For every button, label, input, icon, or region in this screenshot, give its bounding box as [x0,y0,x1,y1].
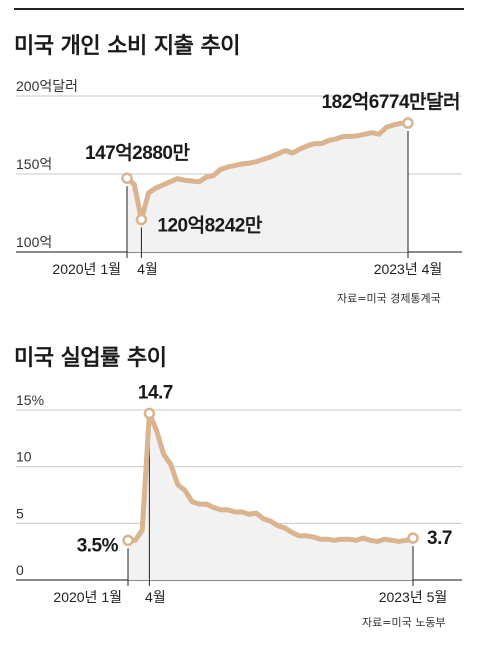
data-point-marker [122,534,134,547]
data-label: 147억2880만 [85,142,190,164]
series-line [124,120,411,223]
x-tick-label: 4월 [145,589,166,605]
x-tick-label: 2023년 4월 [374,261,443,277]
data-label: 3.5% [77,535,119,556]
x-tick-label: 2023년 5월 [379,589,448,605]
unemployment-chart-title: 미국 실업률 추이 [14,346,167,371]
x-tick-label: 4월 [137,261,158,277]
data-label: 14.7 [138,382,173,403]
x-tick-label: 2020년 1월 [53,589,122,605]
data-point-marker [402,117,414,129]
data-label: 3.7 [427,528,452,549]
data-label: 182억6774만달러 [322,91,460,113]
y-tick-label: 150억 [16,156,52,172]
top-rule [14,8,464,10]
x-tick-label: 2020년 1월 [52,261,121,277]
data-point-marker [121,172,133,184]
y-tick-label: 10 [16,449,32,465]
spending-chart-title: 미국 개인 소비 지출 추이 [14,34,241,59]
data-point-marker [407,532,419,544]
y-tick-label: 0 [16,562,24,578]
data-point-marker [135,213,148,226]
series-line [125,410,416,544]
unemployment-source: 자료=미국 노동부 [362,616,446,629]
data-label: 120억8242만 [157,215,262,237]
y-tick-label: 100억 [16,234,52,250]
y-tick-label: 200억달러 [16,78,78,94]
area-fill [128,413,413,580]
data-point-marker [143,407,156,420]
spending-source: 자료=미국 경제통계국 [337,292,441,305]
y-tick-label: 15% [16,392,44,408]
y-tick-label: 5 [16,505,24,521]
area-fill [127,123,408,253]
